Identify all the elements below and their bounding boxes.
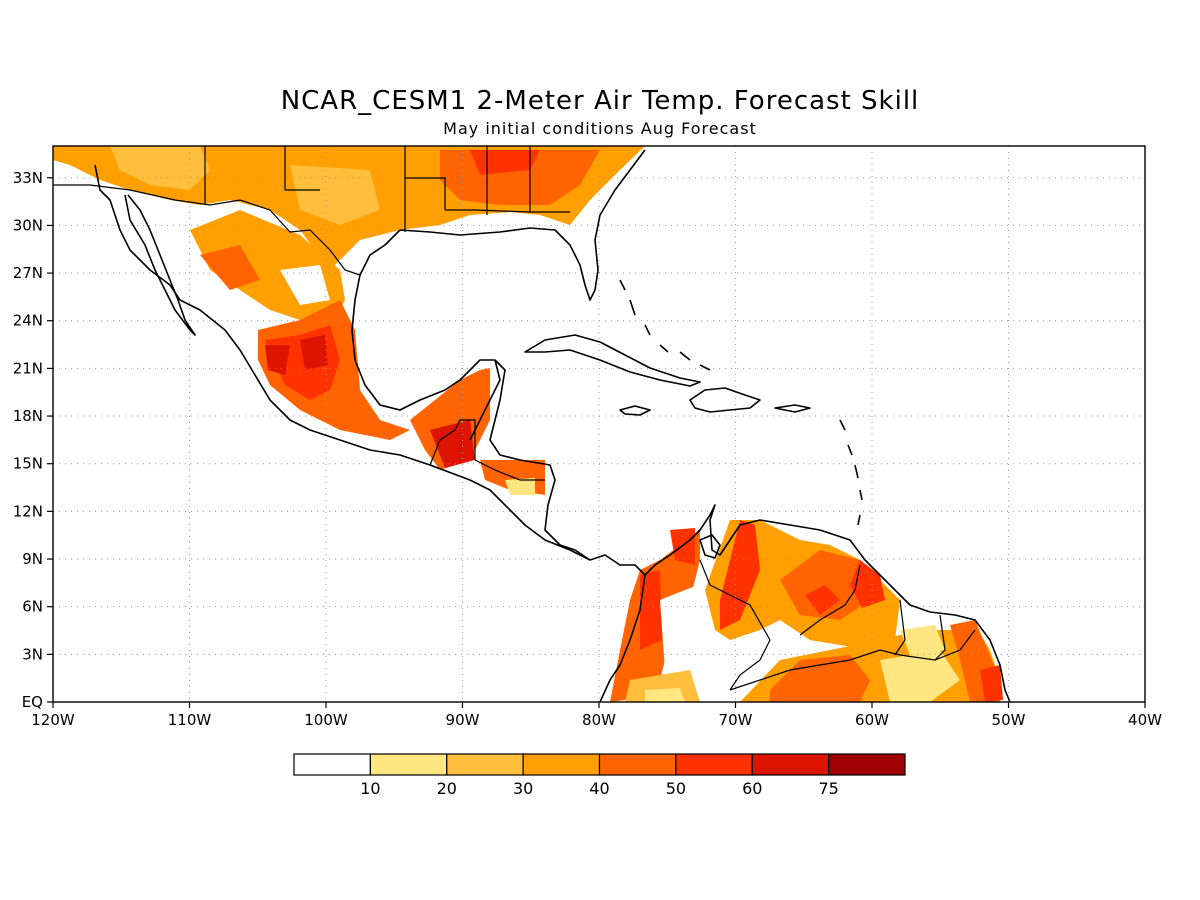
x-tick-label: 90W bbox=[446, 711, 480, 729]
x-axis: 120W 110W 100W 90W 80W 70W 60W 50W 40W bbox=[31, 702, 1162, 729]
shade-mexico-north-red bbox=[200, 245, 260, 290]
colorbar-swatch bbox=[369, 753, 448, 776]
colorbar-swatch bbox=[751, 753, 830, 776]
island-cuba bbox=[524, 334, 701, 387]
x-tick-label: 100W bbox=[304, 711, 348, 729]
coast-caribbean-ca bbox=[489, 359, 591, 561]
shade-venezuela-red bbox=[720, 520, 760, 630]
colorbar-label: 40 bbox=[589, 779, 609, 798]
border-us-states bbox=[204, 146, 570, 232]
political-borders bbox=[53, 146, 976, 691]
colorbar-swatch bbox=[522, 753, 601, 776]
y-tick-label: 18N bbox=[13, 407, 43, 425]
y-tick-label: 6N bbox=[22, 598, 43, 616]
y-axis: EQ 3N 6N 9N 12N 15N 18N 21N 24N 27N 30N 33N bbox=[13, 169, 53, 711]
shade-colombia-south-light bbox=[645, 688, 685, 702]
shade-brazil-east-red bbox=[980, 665, 1003, 702]
border-us-mexico bbox=[53, 184, 361, 276]
border-honduras bbox=[474, 459, 545, 481]
map-subtitle: May initial conditions Aug Forecast bbox=[443, 119, 757, 138]
island-hispaniola bbox=[689, 387, 761, 413]
colorbar-label: 75 bbox=[818, 779, 838, 798]
colorbar-label: 10 bbox=[360, 779, 380, 798]
y-tick-label: 30N bbox=[13, 216, 43, 234]
border-suriname-fguiana bbox=[934, 614, 946, 661]
border-brazil-north bbox=[729, 629, 976, 691]
shade-brazil-north-light bbox=[880, 650, 960, 702]
colorbar-swatch bbox=[675, 753, 753, 776]
shade-colombia-white bbox=[660, 580, 720, 702]
coast-pacific-mainland bbox=[94, 164, 646, 702]
y-tick-label: 9N bbox=[22, 550, 43, 568]
coast-gulf bbox=[351, 229, 501, 441]
island-jamaica bbox=[619, 405, 651, 416]
map-title: NCAR_CESM1 2-Meter Air Temp. Forecast Sk… bbox=[280, 86, 920, 116]
coast-maracaibo bbox=[699, 534, 721, 559]
x-tick-label: 50W bbox=[992, 711, 1026, 729]
shade-mexico-central-dark2 bbox=[265, 345, 290, 375]
coastlines bbox=[94, 149, 1011, 702]
y-tick-label: 21N bbox=[13, 359, 43, 377]
x-tick-label: 40W bbox=[1128, 711, 1162, 729]
coast-gulf-north bbox=[399, 149, 646, 301]
shade-mexico-north-light bbox=[280, 265, 330, 305]
shade-usa-light2 bbox=[290, 165, 380, 225]
y-tick-label: 33N bbox=[13, 169, 43, 187]
colorbar: 10 20 30 40 50 60 75 bbox=[293, 753, 906, 798]
island-bahamas bbox=[619, 279, 711, 371]
border-colombia-venezuela bbox=[699, 559, 771, 691]
island-antilles bbox=[839, 419, 863, 526]
shade-colombia-west-red bbox=[640, 570, 662, 650]
shade-guatemala bbox=[430, 420, 475, 468]
colorbar-swatch bbox=[293, 753, 371, 776]
shade-mexico-central-dark bbox=[300, 335, 328, 370]
shade-honduras-light bbox=[505, 478, 535, 495]
colorbar-swatch bbox=[828, 753, 906, 776]
shade-usa-light bbox=[110, 146, 210, 190]
y-tick-label: 24N bbox=[13, 312, 43, 330]
shade-venezuela-red3 bbox=[805, 585, 840, 615]
x-tick-label: 110W bbox=[168, 711, 212, 729]
colorbar-swatch bbox=[598, 753, 677, 776]
shade-brazil-north-red bbox=[770, 655, 870, 702]
coast-caribbean-sa bbox=[644, 504, 1011, 702]
shade-suriname-light bbox=[900, 625, 945, 655]
colorbar-label: 20 bbox=[437, 779, 457, 798]
border-guatemala bbox=[429, 419, 476, 466]
x-tick-label: 80W bbox=[582, 711, 616, 729]
y-tick-label: 12N bbox=[13, 502, 43, 520]
colorbar-label: 30 bbox=[513, 779, 533, 798]
colorbar-label: 60 bbox=[742, 779, 762, 798]
y-tick-label: 15N bbox=[13, 455, 43, 473]
y-tick-label: 3N bbox=[22, 645, 43, 663]
y-tick-label: EQ bbox=[22, 693, 43, 711]
border-guyana-suriname bbox=[894, 599, 906, 656]
y-tick-label: 27N bbox=[13, 264, 43, 282]
island-puerto-rico bbox=[774, 404, 811, 413]
skill-shading bbox=[53, 146, 1003, 702]
x-tick-label: 60W bbox=[855, 711, 889, 729]
x-tick-label: 70W bbox=[719, 711, 753, 729]
map-gridlines bbox=[53, 146, 1145, 702]
coast-baja bbox=[124, 194, 196, 336]
colorbar-swatch bbox=[446, 753, 524, 776]
border-venezuela-guyana bbox=[799, 564, 861, 636]
x-tick-label: 120W bbox=[31, 711, 75, 729]
colorbar-label: 50 bbox=[666, 779, 686, 798]
